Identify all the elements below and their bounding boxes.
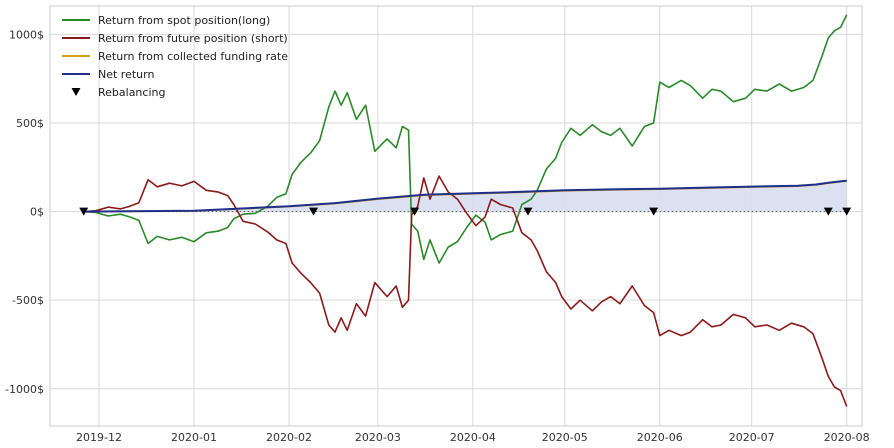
x-axis-tick-labels: 2019-12 2020-01 2020-02 2020-03 2020-04 2020-… <box>76 431 870 444</box>
legend-entry-future: Return from future position (short) <box>62 32 288 45</box>
x-tick-label: 2020-07 <box>729 431 775 444</box>
series-line-spot <box>83 14 848 264</box>
y-axis-tick-labels: -1000$ -500$ 0$ 500$ 1000$ <box>5 28 44 395</box>
legend-entry-rebalance: Rebalancing <box>71 86 165 99</box>
net-return-area <box>83 180 847 212</box>
y-tick-label: 500$ <box>16 117 44 130</box>
y-tick-label: 0$ <box>30 206 44 219</box>
legend-entry-funding: Return from collected funding rate <box>62 50 288 63</box>
rebalancing-marker <box>523 207 533 216</box>
plot-frame <box>49 5 863 427</box>
y-tick-label: -1000$ <box>5 383 44 396</box>
rebalancing-markers <box>79 207 852 216</box>
net-return-fill-area <box>83 180 847 212</box>
rebalancing-marker <box>309 207 319 216</box>
x-tick-label: 2020-05 <box>542 431 588 444</box>
y-tick-label: -500$ <box>12 294 44 307</box>
rebalancing-marker <box>842 207 852 216</box>
legend-marker-rebalance <box>71 88 81 96</box>
series-line-net <box>83 179 847 213</box>
legend: Return from spot position(long) Return fr… <box>62 14 288 99</box>
legend-label-spot: Return from spot position(long) <box>98 14 270 27</box>
y-tick-label: 1000$ <box>9 28 44 41</box>
x-tick-label: 2020-01 <box>171 431 217 444</box>
grid-lines <box>50 6 862 426</box>
series-lines <box>83 14 848 407</box>
legend-entry-net: Net return <box>62 68 154 81</box>
legend-label-net: Net return <box>98 68 154 81</box>
x-tick-label: 2019-12 <box>76 431 122 444</box>
rebalancing-marker <box>79 207 89 216</box>
x-tick-label: 2020-04 <box>450 431 496 444</box>
x-tick-label: 2020-08 <box>824 431 870 444</box>
legend-label-funding: Return from collected funding rate <box>98 50 288 63</box>
legend-entry-spot: Return from spot position(long) <box>62 14 270 27</box>
rebalancing-marker <box>823 207 833 216</box>
legend-label-future: Return from future position (short) <box>98 32 288 45</box>
rebalancing-marker <box>649 207 659 216</box>
series-line-future <box>83 175 848 407</box>
x-tick-label: 2020-02 <box>266 431 312 444</box>
x-tick-label: 2020-06 <box>637 431 683 444</box>
rebalancing-marker <box>410 207 420 216</box>
legend-label-rebalance: Rebalancing <box>98 86 165 99</box>
x-tick-label: 2020-03 <box>355 431 401 444</box>
